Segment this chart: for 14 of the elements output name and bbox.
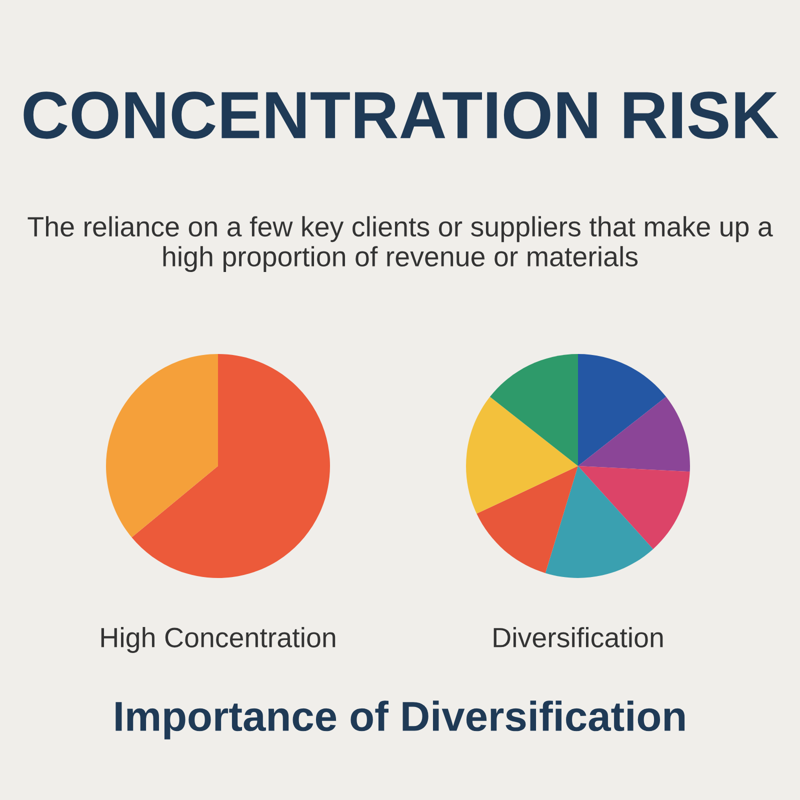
pie-slice (578, 396, 690, 472)
pie-slice (132, 354, 330, 578)
pie-slice (490, 354, 578, 466)
pie-slice (545, 466, 654, 578)
text: Importance of Diversification (116, 700, 685, 740)
text: Diversification (494, 627, 663, 648)
pie-slice (578, 354, 666, 466)
chart-title: CONCENTRATION RISK (24, 92, 778, 139)
pie-slice (476, 466, 578, 574)
text: High Concentration (101, 627, 336, 653)
text: The reliance on a few key clients or suppliers that make up a high proportion of revenue or materials (28, 216, 773, 272)
pie-slice (466, 396, 578, 514)
pie-slice (106, 354, 218, 538)
pie-slice (578, 466, 690, 550)
